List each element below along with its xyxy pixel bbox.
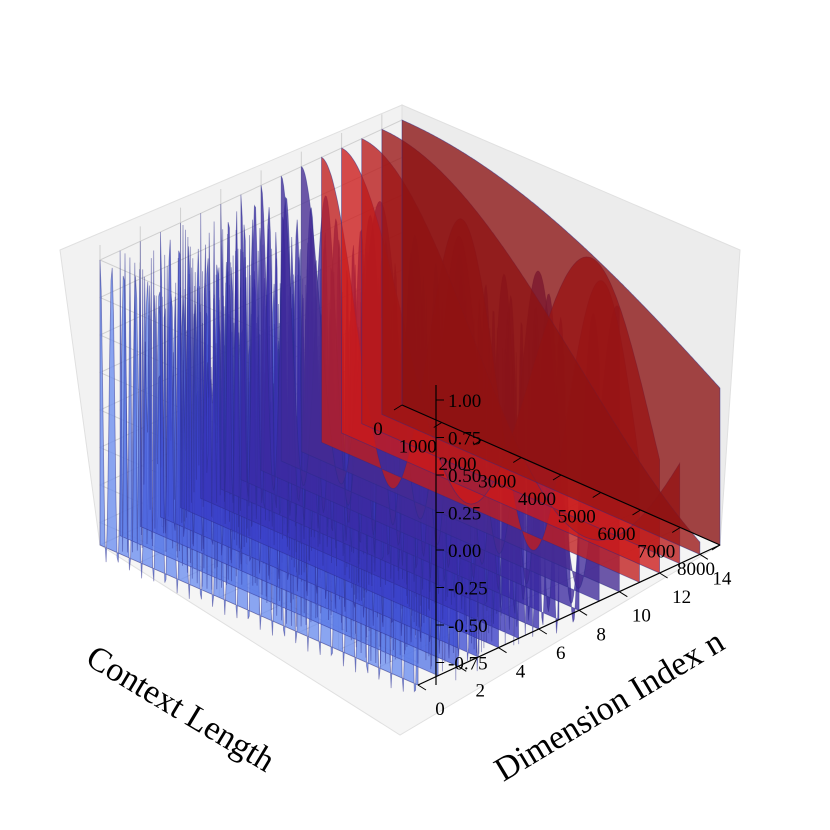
x-tick-mark — [552, 474, 562, 481]
z-tick-label: 0.50 — [448, 466, 481, 487]
y-tick-label: 6 — [556, 643, 566, 664]
x-tick-mark — [393, 404, 403, 411]
x-tick-label: 2000 — [439, 454, 477, 475]
z-tick-label: -0.25 — [448, 579, 488, 600]
x-axis-title: Context Length — [80, 638, 281, 779]
axes — [393, 385, 721, 691]
x-tick-mark — [671, 527, 681, 533]
y-tick-mark — [699, 553, 709, 560]
x-tick-label: 0 — [373, 419, 383, 440]
y-tick-label: 0 — [435, 699, 445, 720]
x-tick-mark — [711, 544, 721, 551]
y-tick-label: 8 — [596, 624, 606, 645]
y-tick-label: 2 — [476, 680, 486, 701]
z-tick-label: 0.25 — [448, 504, 481, 525]
y-tick-mark — [498, 647, 507, 654]
y-tick-label: 4 — [516, 662, 526, 683]
z-tick-label: 0.00 — [448, 541, 481, 562]
x-tick-mark — [592, 492, 602, 498]
z-tick-label: 1.00 — [448, 391, 481, 412]
surface-ribbon-n15 — [401, 119, 721, 546]
y-tick-label: 10 — [632, 606, 651, 627]
z-tick-label: 0.75 — [448, 429, 481, 450]
y-tick-labels: 0 2 4 6 8 10 12 14 — [435, 568, 732, 720]
x-tick-label: 8000 — [677, 559, 715, 580]
x-tick-mark — [632, 509, 641, 516]
y-tick-mark — [619, 591, 628, 598]
z-tick-label: -0.50 — [448, 616, 488, 637]
y-tick-label: 14 — [712, 568, 732, 589]
x-tick-label: 4000 — [518, 489, 556, 510]
x-tick-label: 5000 — [558, 507, 596, 528]
x-tick-mark — [512, 457, 522, 463]
x-tick-mark — [473, 439, 482, 446]
x-tick-label: 6000 — [598, 524, 636, 545]
z-tick-labels: -0.75 -0.50 -0.25 0.00 0.25 0.50 0.75 1.00 — [448, 391, 488, 675]
y-tick-mark — [458, 665, 467, 672]
x-tick-label: 7000 — [637, 542, 675, 563]
y-tick-mark — [538, 628, 548, 635]
y-tick-mark — [659, 572, 668, 579]
y-tick-mark — [417, 684, 427, 691]
x-tick-label: 3000 — [478, 472, 516, 493]
y-tick-mark — [578, 609, 588, 616]
y-axis-line — [417, 544, 721, 686]
x-tick-mark — [433, 422, 443, 428]
surface-plot — [99, 119, 721, 693]
x-tick-label: 1000 — [399, 437, 437, 458]
z-tick-label: -0.75 — [448, 654, 488, 675]
y-tick-label: 12 — [672, 587, 691, 608]
